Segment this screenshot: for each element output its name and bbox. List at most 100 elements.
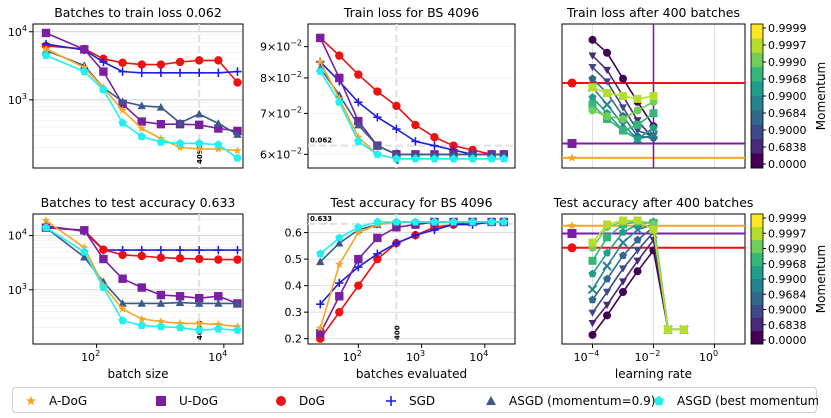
colorbar-swatch [751, 279, 763, 293]
point-adog [80, 243, 89, 252]
point-adog [233, 146, 242, 155]
legend-item-asgd09: ASGD (momentum=0.9) [486, 394, 655, 408]
point-udog [137, 117, 146, 126]
point-asgd09 [411, 150, 420, 158]
momentum-point [603, 220, 612, 229]
point-dog [373, 87, 382, 96]
point-adog [137, 314, 146, 323]
baseline-marker-adog [567, 153, 577, 162]
momentum-point [588, 35, 597, 44]
legend-label-dog: DoG [299, 394, 325, 408]
point-asgd09 [80, 252, 89, 261]
colorbar-swatch [751, 24, 763, 39]
chart-title: Test accuracy for BS 4096 [329, 195, 492, 210]
point-asgd09 [335, 238, 344, 247]
point-sgd [214, 68, 223, 77]
chart-p2: Train loss for BS 4096 6×10−2 7×10−2 8×10−2… [260, 5, 516, 169]
point-asgdbest [411, 217, 420, 226]
momentum-point [603, 288, 612, 296]
reference-hline-label: 0.633 [310, 215, 332, 223]
colorbar-swatch [751, 266, 763, 280]
momentum-point [619, 265, 627, 273]
point-dog [335, 51, 344, 60]
point-asgd09 [316, 257, 325, 266]
point-asgd09 [468, 150, 477, 158]
momentum-point-b [602, 261, 612, 271]
momentum-point [588, 100, 597, 109]
point-asgdbest [487, 154, 496, 163]
legend-marker-sgd [386, 396, 396, 406]
point-asgd09 [487, 150, 496, 158]
point-dog [449, 141, 458, 150]
point-asgdbest [118, 118, 127, 127]
colorbar-tick-label: 0.9997 [768, 227, 807, 240]
point-sgd [175, 68, 185, 77]
momentum-point [602, 99, 612, 110]
point-asgdbest [468, 217, 477, 226]
legend-label-adog: A-DoG [49, 394, 87, 408]
momentum-point [664, 325, 673, 334]
series-line-asgdbest [45, 54, 238, 159]
x-tick-label: 10−2 [635, 349, 661, 364]
point-asgdbest [80, 67, 89, 76]
colorbar-swatch [751, 331, 763, 345]
momentum-point [588, 83, 597, 92]
point-udog [194, 293, 204, 303]
point-asgd09 [449, 150, 458, 158]
reference-hline-label: 0.062 [310, 137, 332, 145]
momentum-point [588, 106, 597, 115]
point-sgd [411, 231, 420, 240]
series-line-dog [45, 45, 239, 84]
point-asgd09 [194, 299, 204, 307]
colorbar-tick-label: 0.9968 [768, 73, 807, 86]
point-asgdbest [499, 154, 509, 163]
point-dog [118, 58, 127, 68]
point-dog [214, 255, 223, 264]
x-axis-label: batch size [108, 367, 169, 381]
legend-label-asgd09: ASGD (momentum=0.9) [509, 394, 655, 408]
momentum-point [588, 295, 597, 304]
momentum-point-b [648, 130, 659, 140]
point-asgd09 [175, 298, 185, 306]
point-asgdbest [430, 217, 439, 226]
baseline-marker-udog [567, 229, 577, 238]
point-asgdbest [335, 233, 344, 242]
momentum-point [633, 247, 642, 255]
colorbar-tick-label: 0.9997 [768, 39, 807, 52]
point-asgd09 [118, 299, 127, 307]
colorbar-label: Momentum [814, 62, 828, 130]
point-asgdbest [430, 154, 439, 163]
legend-canvas: A-DoG U-DoG DoG SGD ASGD (momentum=0.9) ASGD … [26, 394, 824, 408]
colorbar-tick-label: 0.0000 [768, 158, 807, 171]
colorbar-swatch [751, 253, 763, 267]
point-asgdbest [80, 247, 89, 256]
point-adog [214, 144, 223, 153]
point-asgd09 [214, 119, 223, 127]
point-dog [354, 281, 363, 290]
point-dog [430, 133, 439, 142]
point-asgd09 [156, 299, 166, 307]
momentum-point [588, 309, 597, 317]
point-dog [411, 120, 420, 130]
point-asgdbest [156, 322, 166, 331]
momentum-point [619, 288, 627, 296]
x-tick-label: 103 [406, 349, 425, 364]
axes-frame [307, 23, 516, 169]
point-asgd09 [392, 150, 401, 158]
point-udog [80, 45, 89, 54]
point-asgdbest [316, 67, 325, 75]
colorbar-swatch [751, 139, 763, 155]
point-sgd [316, 300, 325, 309]
momentum-point [633, 94, 642, 103]
momentum-point [648, 130, 659, 140]
point-dog [137, 60, 146, 69]
point-udog [137, 283, 146, 292]
momentum-point [633, 106, 642, 115]
legend-marker-adog [26, 395, 36, 406]
colorbar-tick-label: 0.9000 [768, 124, 807, 137]
point-asgd09 [214, 299, 223, 307]
point-dog [175, 254, 185, 263]
point-adog [175, 319, 185, 327]
point-sgd [392, 124, 401, 134]
legend-marker-asgd09 [486, 396, 496, 405]
